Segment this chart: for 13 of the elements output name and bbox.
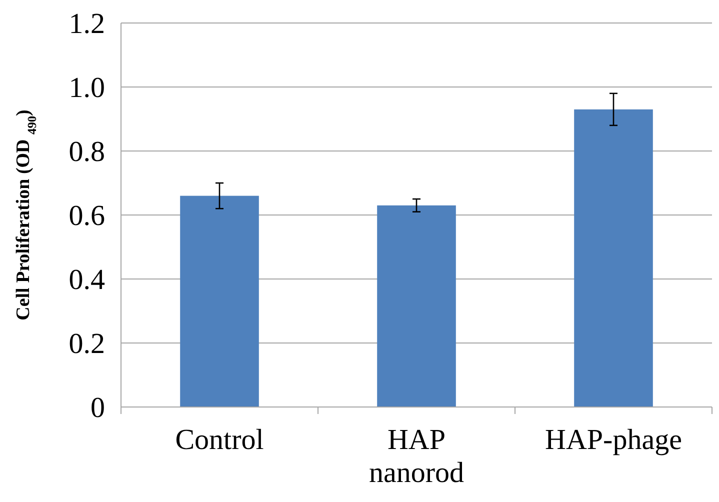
y-tick-label: 0.8 [68,136,105,168]
bar [574,109,653,407]
y-tick-label: 1.2 [68,8,105,40]
bar [180,196,259,407]
y-tick-label: 0.6 [68,200,105,232]
y-tick-label: 0.2 [68,328,105,360]
y-tick-label: 0.4 [68,264,106,296]
y-tick-label: 0 [90,392,105,424]
bar [377,205,456,407]
x-tick-label: Control [175,424,264,456]
y-tick-label: 1.0 [68,72,105,104]
x-tick-label: HAP-phage [545,424,682,456]
x-tick-label: HAP nanorod [368,424,465,489]
